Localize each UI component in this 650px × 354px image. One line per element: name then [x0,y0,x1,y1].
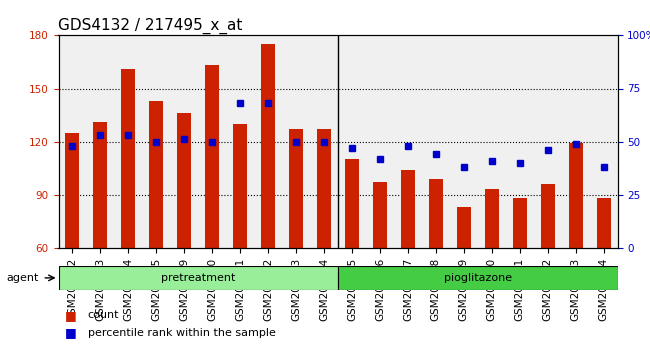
FancyBboxPatch shape [58,266,338,290]
Text: pretreatment: pretreatment [161,273,235,283]
Bar [317,129,331,248]
Bar [562,35,590,248]
Bar [310,35,338,248]
Bar [485,189,499,248]
Bar [597,198,610,248]
Bar [366,35,394,248]
Text: count: count [88,310,119,320]
Bar [86,35,114,248]
Bar [457,207,471,248]
Bar [58,35,86,248]
Text: ■: ■ [65,326,77,339]
Bar [373,182,387,248]
Bar [422,35,450,248]
Bar [429,179,443,248]
Bar [478,35,506,248]
Bar [534,35,562,248]
Bar [198,35,226,248]
Bar [205,65,219,248]
Bar [142,35,170,248]
Bar [122,69,135,248]
Bar [114,35,142,248]
Text: agent: agent [6,273,39,283]
FancyBboxPatch shape [338,266,618,290]
Bar [150,101,163,248]
Text: ■: ■ [65,309,77,321]
Text: percentile rank within the sample: percentile rank within the sample [88,328,276,338]
Bar [254,35,282,248]
Bar [66,133,79,248]
Bar [261,44,275,248]
Bar [338,35,366,248]
Text: pioglitazone: pioglitazone [444,273,512,283]
Bar [170,35,198,248]
Bar [226,35,254,248]
Bar [590,35,618,248]
Bar [450,35,478,248]
Bar [394,35,422,248]
Bar [401,170,415,248]
Bar [506,35,534,248]
Bar [345,159,359,248]
Bar [282,35,310,248]
Bar [541,184,554,248]
Text: GDS4132 / 217495_x_at: GDS4132 / 217495_x_at [58,18,243,34]
Bar [94,122,107,248]
Bar [233,124,247,248]
Bar [513,198,526,248]
Bar [289,129,303,248]
Bar [569,143,582,248]
Bar [177,113,191,248]
